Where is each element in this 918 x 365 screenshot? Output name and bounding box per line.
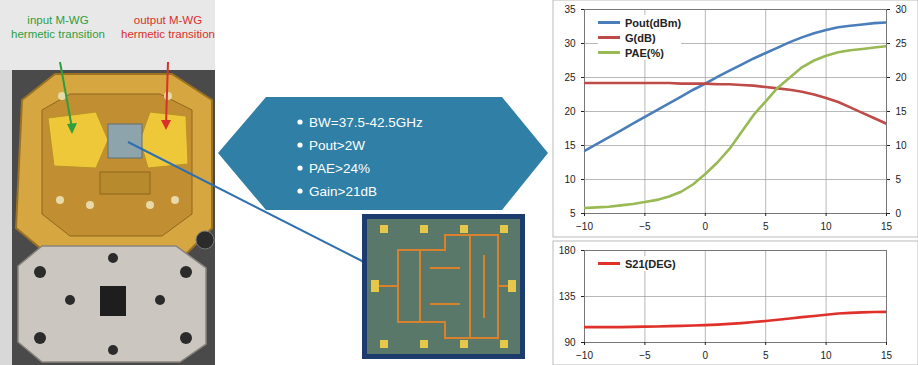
svg-text:0: 0 xyxy=(703,350,709,361)
html-text:G(dB): G(dB) xyxy=(625,31,656,44)
svg-text:−5: −5 xyxy=(639,350,651,361)
html-text:S21(DEG): S21(DEG) xyxy=(625,257,676,270)
svg-text:Pout>2W: Pout>2W xyxy=(309,138,365,153)
svg-text:PAE>24%: PAE>24% xyxy=(309,161,370,176)
svg-text:Gain>21dB: Gain>21dB xyxy=(309,184,377,199)
html-text:PAE(%): PAE(%) xyxy=(625,46,664,59)
svg-text:90: 90 xyxy=(564,337,576,348)
html-text:Pout(dBm): Pout(dBm) xyxy=(625,16,682,29)
svg-text:10: 10 xyxy=(821,221,833,232)
svg-text:−10: −10 xyxy=(576,221,593,232)
svg-text:BW=37.5-42.5GHz: BW=37.5-42.5GHz xyxy=(309,115,423,130)
svg-text:0: 0 xyxy=(896,208,902,219)
svg-text:35: 35 xyxy=(564,4,576,15)
svg-text:25: 25 xyxy=(896,38,908,49)
svg-text:10: 10 xyxy=(821,350,833,361)
svg-text:10: 10 xyxy=(896,140,908,151)
svg-text:30: 30 xyxy=(896,4,908,15)
svg-text:180: 180 xyxy=(559,245,576,256)
svg-text:25: 25 xyxy=(564,72,576,83)
svg-text:−5: −5 xyxy=(639,221,651,232)
svg-text:5: 5 xyxy=(896,174,902,185)
svg-text:−10: −10 xyxy=(576,350,593,361)
svg-text:10: 10 xyxy=(564,174,576,185)
svg-text:15: 15 xyxy=(896,106,908,117)
svg-text:5: 5 xyxy=(763,221,769,232)
svg-text:15: 15 xyxy=(564,140,576,151)
svg-text:135: 135 xyxy=(559,291,576,302)
svg-text:5: 5 xyxy=(763,350,769,361)
svg-text:input M-WGhermetic transition: input M-WGhermetic transition xyxy=(11,14,105,40)
svg-text:output M-WGhermetic transition: output M-WGhermetic transition xyxy=(121,14,215,40)
svg-text:15: 15 xyxy=(881,221,893,232)
svg-text:5: 5 xyxy=(570,208,576,219)
svg-text:20: 20 xyxy=(896,72,908,83)
svg-text:0: 0 xyxy=(703,221,709,232)
svg-text:30: 30 xyxy=(564,38,576,49)
svg-text:20: 20 xyxy=(564,106,576,117)
svg-text:15: 15 xyxy=(881,350,893,361)
